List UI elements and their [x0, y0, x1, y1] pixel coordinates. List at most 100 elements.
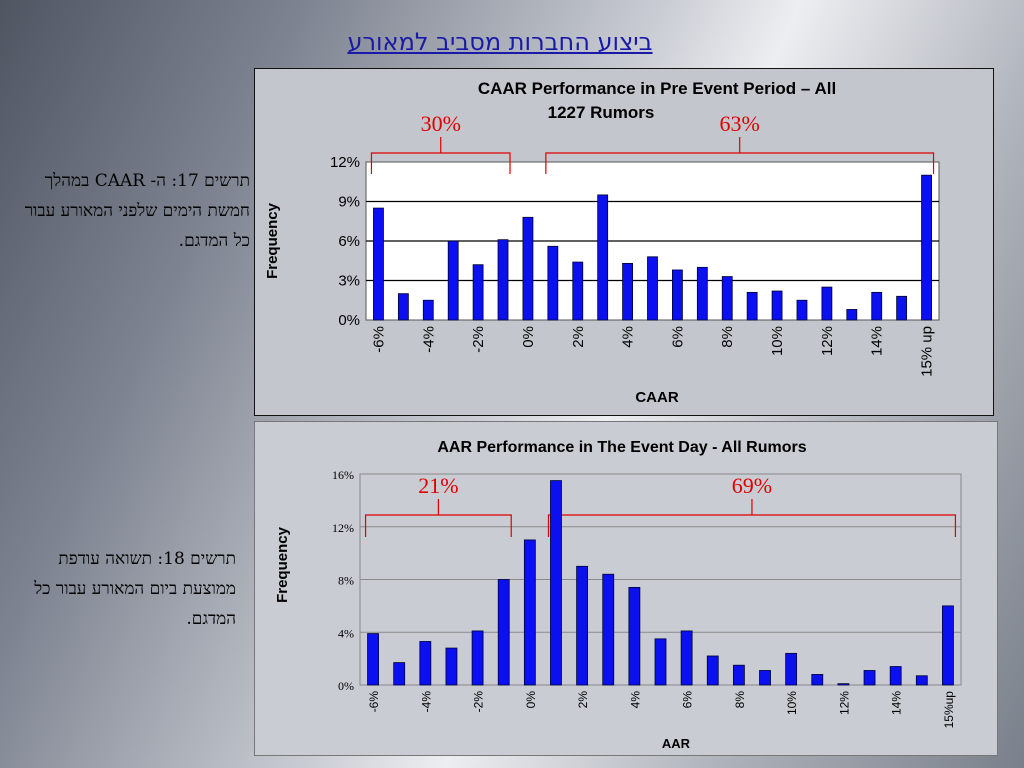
bar [696, 266, 708, 321]
bar [419, 641, 432, 686]
x-axis-label: CAAR [635, 389, 678, 406]
annotation-bracket [545, 137, 935, 174]
annotation-label: 30% [421, 111, 461, 136]
y-tick-label: 12% [332, 521, 354, 535]
x-tick-label: -6% [367, 691, 381, 713]
bar [672, 269, 683, 321]
chart-title-line-1: CAAR Performance in Pre Event Period – A… [478, 79, 836, 98]
bar [547, 245, 559, 321]
bar [622, 262, 633, 321]
bar [628, 587, 641, 686]
bar [821, 286, 833, 321]
bar [497, 239, 509, 321]
bar [759, 670, 771, 686]
x-tick-label: 0% [524, 691, 538, 709]
x-tick-label: 2% [576, 691, 590, 709]
bar [680, 630, 693, 686]
bar [602, 573, 615, 686]
bar [796, 299, 808, 321]
annotation-bracket [547, 499, 957, 537]
aar-chart: AAR Performance in The Event Day - All R… [274, 439, 962, 751]
x-tick-label: -2% [470, 326, 487, 353]
bar [523, 539, 536, 686]
bar [871, 291, 883, 321]
bar [811, 674, 824, 686]
x-tick-label: -6% [370, 326, 387, 353]
bar [942, 605, 954, 686]
figure-18-caption: תרשים 18: תשואה עודפת ממוצעת ביום המאורע… [34, 549, 236, 629]
y-tick-label: 4% [338, 626, 354, 640]
bar [863, 670, 876, 686]
bar [732, 664, 745, 686]
x-tick-label: 6% [669, 326, 686, 348]
bar [422, 299, 434, 321]
x-tick-label: 14% [869, 326, 886, 356]
annotation-label: 63% [720, 111, 760, 136]
bar [889, 666, 902, 686]
figure-17-caption: תרשים 17: ה- CAAR במהלך חמשת הימים שלפני… [24, 171, 250, 251]
bar [522, 216, 534, 321]
bar [785, 652, 798, 686]
x-tick-label: 10% [785, 691, 799, 715]
x-tick-label: 0% [520, 326, 537, 348]
aar-chart-panel: AAR Performance in The Event Day - All R… [254, 421, 998, 756]
bar [647, 256, 658, 321]
bar [445, 647, 458, 686]
x-tick-label: 15%up [942, 691, 956, 729]
bar [846, 309, 858, 321]
x-tick-label: -4% [419, 691, 433, 713]
bar [915, 675, 928, 686]
x-tick-label: -2% [472, 691, 486, 713]
x-tick-label: 8% [719, 326, 736, 348]
caar-chart-panel: CAAR Performance in Pre Event Period – A… [254, 68, 994, 416]
x-tick-label: -4% [420, 326, 437, 353]
slide-title: ביצוע החברות מסביב למאורע [347, 28, 653, 56]
y-tick-label: 8% [338, 574, 354, 588]
y-tick-label: 6% [338, 233, 360, 250]
x-tick-label: 12% [819, 326, 836, 356]
bar [771, 290, 783, 321]
y-tick-label: 0% [338, 679, 354, 693]
annotation-bracket [364, 499, 512, 537]
bar [721, 276, 733, 321]
bar [471, 630, 484, 686]
x-axis-label: AAR [662, 736, 691, 751]
y-tick-label: 16% [332, 468, 354, 482]
caar-chart: CAAR Performance in Pre Event Period – A… [264, 79, 940, 406]
bar [393, 662, 406, 686]
y-tick-label: 12% [330, 154, 360, 171]
bar [837, 683, 850, 686]
bar [397, 293, 409, 321]
x-tick-label: 10% [769, 326, 786, 356]
x-tick-label: 15% up [919, 326, 936, 377]
bar [550, 480, 562, 686]
bar [447, 240, 459, 321]
y-axis-label: Frequency [274, 526, 291, 603]
bar [367, 633, 379, 686]
bar [472, 264, 484, 321]
x-tick-label: 4% [628, 691, 642, 709]
annotation-bracket [370, 137, 511, 174]
bar [597, 194, 609, 321]
x-tick-label: 6% [681, 691, 695, 709]
bar [921, 174, 932, 321]
bar [654, 638, 667, 686]
x-tick-label: 2% [570, 326, 587, 348]
bar [746, 291, 758, 321]
x-tick-label: 14% [890, 691, 904, 715]
y-tick-label: 0% [338, 312, 360, 329]
bar [706, 655, 719, 686]
bar [497, 579, 510, 686]
y-axis-label: Frequency [264, 202, 281, 279]
chart-title: AAR Performance in The Event Day - All R… [437, 439, 806, 456]
x-tick-label: 12% [837, 691, 851, 715]
annotation-label: 21% [418, 473, 458, 498]
x-tick-label: 8% [733, 691, 747, 709]
bar [373, 207, 384, 321]
annotation-label: 69% [732, 473, 772, 498]
bar [572, 261, 584, 321]
bar [896, 295, 908, 321]
y-tick-label: 3% [338, 273, 360, 290]
x-tick-label: 4% [620, 326, 637, 348]
bar [576, 565, 589, 686]
